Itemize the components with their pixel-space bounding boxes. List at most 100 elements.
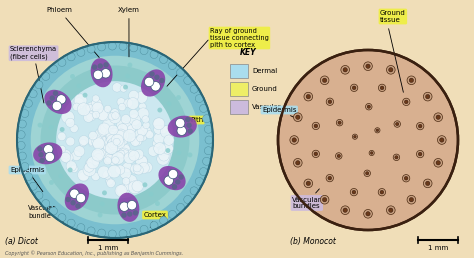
Ellipse shape [65,183,89,211]
Circle shape [125,175,137,187]
Text: Copyright © Pearson Education, Inc., publishing as Benjamin Cummings.: Copyright © Pearson Education, Inc., pub… [5,250,183,256]
Circle shape [124,99,133,108]
Circle shape [143,182,147,187]
Circle shape [40,66,190,214]
Circle shape [328,176,332,180]
Circle shape [65,118,75,127]
Circle shape [66,137,75,146]
Circle shape [336,153,342,159]
Circle shape [98,166,110,178]
Circle shape [120,168,131,179]
Circle shape [426,181,430,186]
Circle shape [130,137,140,146]
Circle shape [440,138,444,142]
Circle shape [123,85,128,90]
Circle shape [409,198,413,202]
Circle shape [129,114,140,126]
Circle shape [35,81,43,89]
Ellipse shape [118,193,139,222]
Text: 1 mm: 1 mm [98,245,118,251]
Circle shape [98,213,102,217]
Circle shape [18,120,27,128]
Circle shape [124,152,136,164]
Circle shape [386,66,395,74]
Circle shape [176,203,184,211]
Circle shape [104,142,111,149]
Circle shape [42,199,50,207]
Circle shape [136,156,147,167]
Circle shape [109,125,118,135]
Circle shape [17,42,213,238]
Circle shape [343,68,347,72]
Circle shape [117,98,126,106]
Circle shape [127,211,132,217]
Circle shape [99,136,112,149]
Circle shape [105,137,116,148]
Text: Dermal: Dermal [252,68,277,74]
Circle shape [45,152,55,162]
Circle shape [92,136,103,148]
Circle shape [122,143,130,151]
Circle shape [352,190,356,194]
Circle shape [204,125,212,133]
Circle shape [21,163,29,171]
Text: Ground
tissue: Ground tissue [380,10,406,23]
Circle shape [94,154,103,162]
Circle shape [75,203,81,209]
Circle shape [187,128,193,134]
Circle shape [105,129,117,141]
Circle shape [106,131,117,142]
Circle shape [29,90,37,98]
Circle shape [87,227,95,235]
Circle shape [157,153,169,165]
Circle shape [104,105,111,112]
Circle shape [98,63,103,69]
Circle shape [57,132,66,141]
Circle shape [65,197,71,202]
Circle shape [402,175,410,182]
Circle shape [35,191,43,199]
Circle shape [142,116,149,123]
Circle shape [148,146,158,156]
Circle shape [44,144,53,154]
Circle shape [58,174,63,179]
Circle shape [109,133,120,143]
Circle shape [108,136,117,144]
Circle shape [120,85,127,92]
Circle shape [190,187,198,195]
Circle shape [31,56,199,224]
Circle shape [121,115,130,124]
Circle shape [341,66,349,74]
Circle shape [394,121,401,127]
Circle shape [110,140,118,148]
Circle shape [195,178,203,186]
Ellipse shape [158,166,186,190]
Circle shape [320,76,329,85]
Circle shape [89,131,97,140]
Circle shape [434,158,443,167]
Circle shape [95,128,106,139]
Circle shape [132,180,143,192]
Circle shape [105,154,114,163]
Circle shape [118,103,126,111]
Circle shape [109,230,116,238]
Circle shape [338,121,341,124]
Circle shape [128,63,132,68]
Circle shape [29,182,37,190]
Circle shape [341,206,349,214]
Circle shape [80,139,87,147]
Circle shape [322,198,327,202]
Circle shape [293,158,302,167]
Circle shape [53,91,58,96]
Circle shape [322,78,327,83]
Circle shape [380,86,384,90]
Circle shape [109,129,121,141]
Circle shape [67,53,75,61]
Circle shape [350,84,358,92]
Circle shape [150,51,158,59]
Circle shape [140,225,148,233]
Circle shape [92,95,100,102]
Circle shape [352,86,356,90]
Circle shape [168,62,176,70]
Circle shape [140,47,148,55]
